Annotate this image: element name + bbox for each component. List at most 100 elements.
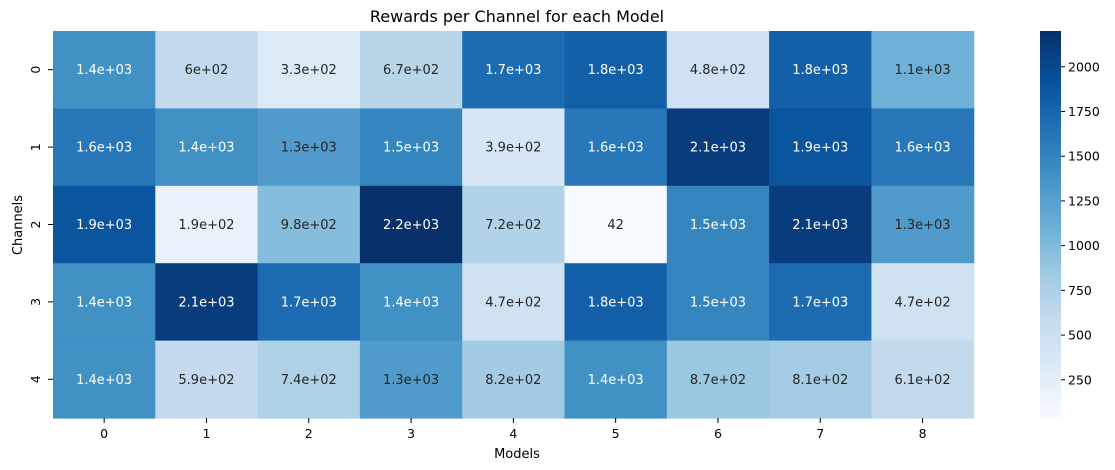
colorbar-segment: [1040, 332, 1061, 337]
colorbar-segment: [1040, 382, 1061, 387]
colorbar-segment: [1040, 312, 1061, 318]
cell-value-label: 7.2e+02: [485, 218, 541, 233]
colorbar-segment: [1040, 247, 1061, 252]
colorbar-tick-label: 750: [1068, 283, 1092, 298]
cell-value-label: 1.6e+03: [76, 141, 132, 156]
colorbar-segment: [1040, 127, 1061, 132]
colorbar-segment: [1040, 185, 1061, 190]
cell-value-label: 2.1e+03: [792, 218, 848, 233]
colorbar-segment: [1040, 139, 1061, 144]
heatmap-cell: [53, 340, 156, 419]
x-tick-label: 5: [612, 426, 620, 441]
colorbar-segment: [1040, 243, 1061, 248]
colorbar-segment: [1040, 386, 1061, 391]
colorbar-segment: [1040, 158, 1061, 163]
colorbar-segment: [1040, 162, 1061, 167]
colorbar-segment: [1040, 239, 1061, 244]
heatmap-cells: 1.4e+03 6e+02 3.3e+02 6.7e+02 1.7e+03 1.8e+03…: [53, 31, 975, 419]
x-axis-label: Models: [494, 447, 540, 462]
heatmap-cell: [769, 185, 872, 264]
colorbar-tick-label: 250: [1068, 372, 1092, 387]
cell-value-label: 2.1e+03: [690, 141, 746, 156]
colorbar-tick-label: 1750: [1068, 104, 1100, 119]
colorbar-segment: [1040, 362, 1061, 368]
colorbar-segment: [1040, 370, 1061, 376]
x-tick-label: 4: [509, 426, 517, 441]
colorbar-segment: [1040, 166, 1061, 171]
y-axis: 0 1 2 3 4: [28, 66, 53, 383]
colorbar-segment: [1040, 278, 1061, 283]
colorbar-segment: [1040, 324, 1061, 329]
colorbar-segment: [1040, 154, 1061, 159]
colorbar-segment: [1040, 328, 1061, 333]
x-tick-label: 8: [919, 426, 927, 441]
colorbar-segment: [1040, 305, 1061, 310]
cell-value-label: 1.9e+02: [178, 218, 234, 233]
heatmap-cell: [462, 108, 566, 187]
cell-value-label: 2.2e+03: [383, 218, 439, 233]
colorbar-segment: [1040, 285, 1061, 291]
cell-value-label: 1.5e+03: [383, 141, 439, 156]
x-tick-label: 3: [407, 426, 415, 441]
heatmap-cell: [769, 108, 872, 187]
cell-value-label: 2.1e+03: [178, 295, 234, 310]
heatmap-cell: [155, 31, 259, 109]
cell-value-label: 1.7e+03: [485, 63, 541, 78]
cell-value-label: 1.4e+03: [76, 295, 132, 310]
heatmap-cell: [155, 340, 259, 419]
colorbar-segment: [1040, 320, 1061, 325]
colorbar-segment: [1040, 193, 1061, 198]
colorbar-segment: [1040, 112, 1061, 117]
heatmap-cell: [257, 108, 361, 187]
colorbar-segment: [1040, 212, 1061, 217]
colorbar-segment: [1040, 413, 1061, 418]
heatmap-cell: [769, 263, 872, 342]
colorbar-segment: [1040, 254, 1061, 260]
colorbar-segment: [1040, 73, 1061, 78]
heatmap-cell: [155, 185, 259, 264]
heatmap-cell: [155, 108, 259, 187]
heatmap-cell: [53, 108, 156, 187]
heatmap-cell: [53, 185, 156, 264]
cell-value-label: 1.5e+03: [690, 218, 746, 233]
cell-value-label: 1.1e+03: [894, 63, 950, 78]
colorbar-segment: [1040, 196, 1061, 202]
cell-value-label: 4.8e+02: [690, 63, 746, 78]
cell-value-label: 1.3e+03: [383, 373, 439, 388]
colorbar-segment: [1040, 189, 1061, 194]
x-tick-label: 0: [100, 426, 108, 441]
colorbar-segment: [1040, 58, 1061, 63]
colorbar-segment: [1040, 220, 1061, 225]
colorbar-tick-label: 500: [1068, 328, 1092, 343]
colorbar-segment: [1040, 81, 1061, 86]
colorbar-segment: [1040, 34, 1061, 40]
colorbar-segment: [1040, 270, 1061, 275]
x-tick-label: 2: [305, 426, 313, 441]
colorbar-segment: [1040, 339, 1061, 345]
heatmap-cell: [462, 185, 566, 264]
colorbar-segment: [1040, 301, 1061, 306]
colorbar-segment: [1040, 142, 1061, 148]
colorbar-segment: [1040, 374, 1061, 379]
colorbar-segment: [1040, 231, 1061, 237]
colorbar-segment: [1040, 200, 1061, 206]
cell-value-label: 7.4e+02: [281, 373, 337, 388]
colorbar-segment: [1040, 335, 1061, 341]
colorbar-segment: [1040, 393, 1061, 399]
heatmap-cell: [359, 340, 463, 419]
colorbar-segment: [1040, 293, 1061, 298]
colorbar-segment: [1040, 281, 1061, 287]
heatmap-cell: [564, 340, 668, 419]
colorbar-segment: [1040, 397, 1061, 403]
x-axis: 0 1 2 3 4 5 6 7 8: [100, 418, 927, 441]
heatmap-cell: [564, 108, 668, 187]
colorbar-segment: [1040, 50, 1061, 55]
heatmap-cell: [871, 108, 975, 187]
cell-value-label: 1.6e+03: [894, 141, 950, 156]
cell-value-label: 3.3e+02: [281, 63, 337, 78]
colorbar-segment: [1040, 251, 1061, 256]
y-tick-label: 0: [28, 66, 43, 74]
colorbar-segment: [1040, 92, 1061, 98]
heatmap-cell: [666, 31, 770, 109]
cell-value-label: 1.9e+03: [76, 218, 132, 233]
